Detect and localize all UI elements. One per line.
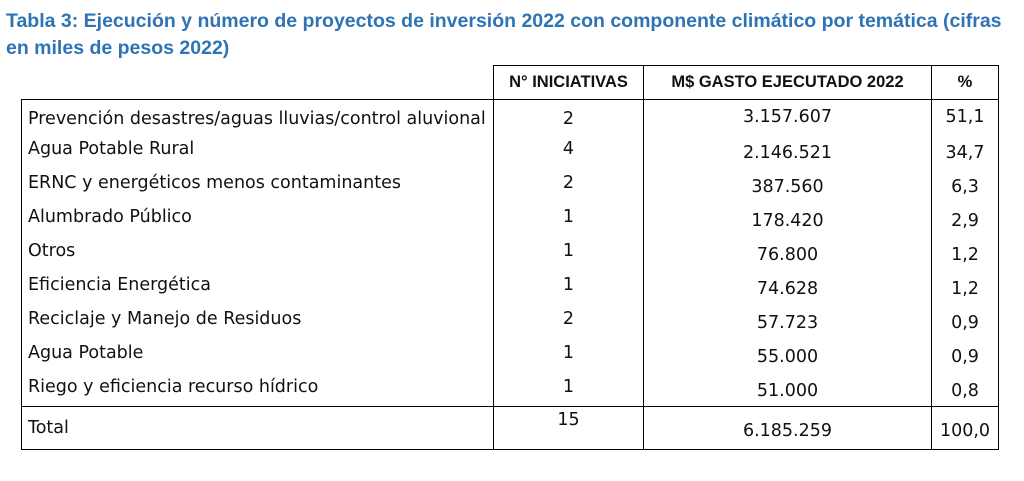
cell-pct: 1,2 (931, 236, 999, 270)
cell-gasto: 74.628 (643, 270, 932, 304)
total-row: Total 15 6.185.259 100,0 (21, 406, 999, 450)
cell-tematica: Prevención desastres/aguas lluvias/contr… (21, 99, 494, 134)
cell-iniciativas: 2 (493, 168, 644, 202)
cell-tematica: Agua Potable (21, 338, 494, 372)
total-iniciativas: 15 (493, 406, 644, 450)
cell-gasto: 2.146.521 (643, 134, 932, 168)
table-row: Otros 1 76.800 1,2 (21, 236, 999, 270)
header-gasto: M$ GASTO EJECUTADO 2022 (643, 65, 932, 100)
total-gasto: 6.185.259 (643, 406, 932, 450)
table-row: Reciclaje y Manejo de Residuos 2 57.723 … (21, 304, 999, 338)
table-row: ERNC y energéticos menos contaminantes 2… (21, 168, 999, 202)
cell-tematica: Alumbrado Público (21, 202, 494, 236)
cell-gasto: 178.420 (643, 202, 932, 236)
table-row: Alumbrado Público 1 178.420 2,9 (21, 202, 999, 236)
header-tematica (21, 65, 494, 100)
cell-pct: 51,1 (931, 99, 999, 134)
table-title: Tabla 3: Ejecución y número de proyectos… (6, 10, 1002, 59)
cell-gasto: 3.157.607 (643, 99, 932, 134)
table-row: Prevención desastres/aguas lluvias/contr… (21, 99, 999, 134)
cell-pct: 34,7 (931, 134, 999, 168)
cell-tematica: Otros (21, 236, 494, 270)
cell-iniciativas: 1 (493, 338, 644, 372)
cell-tematica: ERNC y energéticos menos contaminantes (21, 168, 494, 202)
table-row: Agua Potable 1 55.000 0,9 (21, 338, 999, 372)
cell-pct: 1,2 (931, 270, 999, 304)
cell-pct: 0,8 (931, 372, 999, 407)
cell-pct: 2,9 (931, 202, 999, 236)
cell-gasto: 55.000 (643, 338, 932, 372)
cell-tematica: Agua Potable Rural (21, 134, 494, 168)
cell-gasto: 387.560 (643, 168, 932, 202)
investment-table: N° INICIATIVAS M$ GASTO EJECUTADO 2022 %… (21, 65, 999, 450)
cell-gasto: 57.723 (643, 304, 932, 338)
total-label: Total (21, 406, 494, 450)
cell-gasto: 51.000 (643, 372, 932, 407)
cell-pct: 0,9 (931, 338, 999, 372)
cell-pct: 0,9 (931, 304, 999, 338)
cell-tematica: Eficiencia Energética (21, 270, 494, 304)
cell-gasto: 76.800 (643, 236, 932, 270)
header-iniciativas: N° INICIATIVAS (493, 65, 644, 100)
table-row: Riego y eficiencia recurso hídrico 1 51.… (21, 372, 999, 407)
cell-pct: 6,3 (931, 168, 999, 202)
cell-tematica: Reciclaje y Manejo de Residuos (21, 304, 494, 338)
cell-iniciativas: 4 (493, 134, 644, 168)
cell-iniciativas: 1 (493, 372, 644, 407)
cell-iniciativas: 2 (493, 304, 644, 338)
cell-iniciativas: 1 (493, 236, 644, 270)
header-pct: % (931, 65, 999, 100)
header-row: N° INICIATIVAS M$ GASTO EJECUTADO 2022 % (21, 65, 999, 100)
cell-iniciativas: 1 (493, 202, 644, 236)
cell-iniciativas: 1 (493, 270, 644, 304)
cell-iniciativas: 2 (493, 99, 644, 134)
cell-tematica: Riego y eficiencia recurso hídrico (21, 372, 494, 407)
table-row: Agua Potable Rural 4 2.146.521 34,7 (21, 134, 999, 168)
table-row: Eficiencia Energética 1 74.628 1,2 (21, 270, 999, 304)
total-pct: 100,0 (931, 406, 999, 450)
